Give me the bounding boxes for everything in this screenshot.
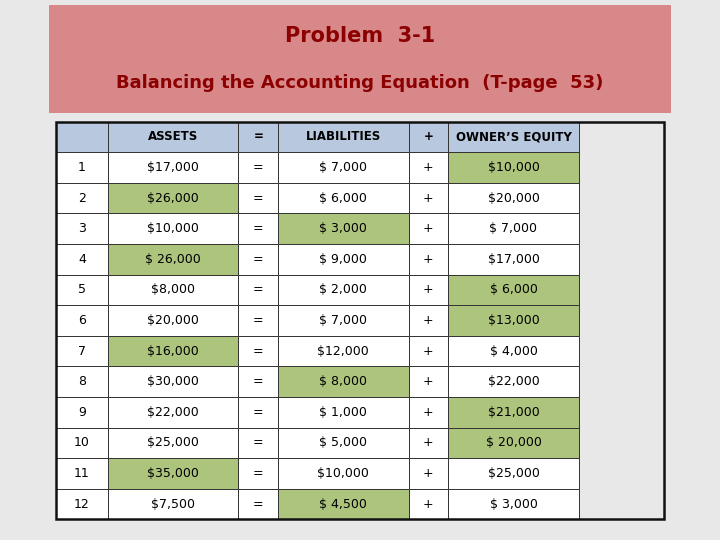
Text: $ 2,000: $ 2,000 bbox=[320, 284, 367, 296]
Text: +: + bbox=[423, 498, 433, 511]
Text: 7: 7 bbox=[78, 345, 86, 357]
Text: 2: 2 bbox=[78, 192, 86, 205]
Text: 5: 5 bbox=[78, 284, 86, 296]
Text: $ 6,000: $ 6,000 bbox=[490, 284, 537, 296]
Text: $10,000: $10,000 bbox=[487, 161, 539, 174]
Text: $ 6,000: $ 6,000 bbox=[320, 192, 367, 205]
Text: 10: 10 bbox=[74, 436, 90, 449]
Text: $ 1,000: $ 1,000 bbox=[320, 406, 367, 419]
Text: $17,000: $17,000 bbox=[147, 161, 199, 174]
Text: ASSETS: ASSETS bbox=[148, 130, 198, 143]
Text: $30,000: $30,000 bbox=[147, 375, 199, 388]
Text: =: = bbox=[253, 436, 264, 449]
Text: $10,000: $10,000 bbox=[318, 467, 369, 480]
Text: $20,000: $20,000 bbox=[147, 314, 199, 327]
Text: $21,000: $21,000 bbox=[487, 406, 539, 419]
Text: $12,000: $12,000 bbox=[318, 345, 369, 357]
Text: $22,000: $22,000 bbox=[148, 406, 199, 419]
Text: $17,000: $17,000 bbox=[487, 253, 539, 266]
Text: =: = bbox=[253, 192, 264, 205]
Text: $ 3,000: $ 3,000 bbox=[490, 498, 537, 511]
Text: +: + bbox=[423, 345, 433, 357]
Text: $ 7,000: $ 7,000 bbox=[319, 314, 367, 327]
Text: Problem  3-1: Problem 3-1 bbox=[285, 25, 435, 46]
Text: +: + bbox=[423, 467, 433, 480]
Text: OWNER’S EQUITY: OWNER’S EQUITY bbox=[456, 130, 572, 143]
Text: $13,000: $13,000 bbox=[487, 314, 539, 327]
Text: $ 8,000: $ 8,000 bbox=[319, 375, 367, 388]
Text: =: = bbox=[253, 345, 264, 357]
Text: 11: 11 bbox=[74, 467, 90, 480]
Text: =: = bbox=[253, 284, 264, 296]
Text: +: + bbox=[423, 130, 433, 143]
Text: $ 7,000: $ 7,000 bbox=[490, 222, 537, 235]
Text: 3: 3 bbox=[78, 222, 86, 235]
Text: $ 3,000: $ 3,000 bbox=[320, 222, 367, 235]
Text: =: = bbox=[253, 375, 264, 388]
Text: $ 4,500: $ 4,500 bbox=[320, 498, 367, 511]
Text: $ 9,000: $ 9,000 bbox=[320, 253, 367, 266]
Text: +: + bbox=[423, 161, 433, 174]
Text: $ 26,000: $ 26,000 bbox=[145, 253, 201, 266]
Text: =: = bbox=[253, 498, 264, 511]
Text: $25,000: $25,000 bbox=[147, 436, 199, 449]
Text: +: + bbox=[423, 192, 433, 205]
Text: =: = bbox=[253, 467, 264, 480]
Text: $8,000: $8,000 bbox=[151, 284, 195, 296]
Text: +: + bbox=[423, 406, 433, 419]
Text: =: = bbox=[253, 130, 263, 143]
Text: Balancing the Accounting Equation  (T-page  53): Balancing the Accounting Equation (T-pag… bbox=[117, 74, 603, 92]
Text: $16,000: $16,000 bbox=[148, 345, 199, 357]
Text: =: = bbox=[253, 314, 264, 327]
Text: 12: 12 bbox=[74, 498, 90, 511]
Text: 8: 8 bbox=[78, 375, 86, 388]
Text: $ 7,000: $ 7,000 bbox=[319, 161, 367, 174]
Text: +: + bbox=[423, 314, 433, 327]
Text: $26,000: $26,000 bbox=[148, 192, 199, 205]
Text: =: = bbox=[253, 406, 264, 419]
Text: $ 20,000: $ 20,000 bbox=[485, 436, 541, 449]
Text: =: = bbox=[253, 253, 264, 266]
Text: +: + bbox=[423, 436, 433, 449]
Text: 4: 4 bbox=[78, 253, 86, 266]
Text: $20,000: $20,000 bbox=[487, 192, 539, 205]
Text: $35,000: $35,000 bbox=[147, 467, 199, 480]
Text: +: + bbox=[423, 253, 433, 266]
Text: $ 4,000: $ 4,000 bbox=[490, 345, 537, 357]
Text: +: + bbox=[423, 375, 433, 388]
Text: 6: 6 bbox=[78, 314, 86, 327]
Text: =: = bbox=[253, 161, 264, 174]
Text: $22,000: $22,000 bbox=[487, 375, 539, 388]
Text: $25,000: $25,000 bbox=[487, 467, 539, 480]
Text: LIABILITIES: LIABILITIES bbox=[306, 130, 381, 143]
Text: +: + bbox=[423, 222, 433, 235]
Text: =: = bbox=[253, 222, 264, 235]
Text: 1: 1 bbox=[78, 161, 86, 174]
Text: +: + bbox=[423, 284, 433, 296]
Text: $ 5,000: $ 5,000 bbox=[319, 436, 367, 449]
Text: $7,500: $7,500 bbox=[151, 498, 195, 511]
Text: $10,000: $10,000 bbox=[147, 222, 199, 235]
Text: 9: 9 bbox=[78, 406, 86, 419]
